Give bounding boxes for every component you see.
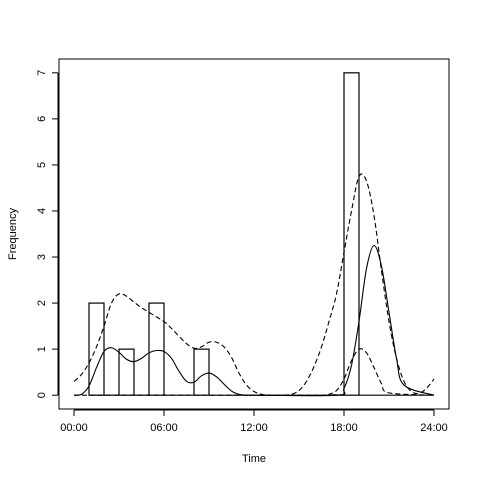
- y-axis: 0 1 2 3 4 5 6 7: [36, 70, 59, 398]
- histogram-bars: [88, 72, 434, 396]
- x-tick-label: 18:00: [330, 422, 358, 434]
- y-tick-label: 7: [36, 70, 48, 76]
- y-tick-label: 5: [36, 162, 48, 168]
- x-axis: 00:00 06:00 12:00 18:00 24:00: [60, 409, 448, 434]
- x-tick-label: 06:00: [150, 422, 178, 434]
- x-axis-label: Time: [242, 453, 266, 465]
- density-curve-3: [73, 348, 435, 396]
- y-tick-label: 0: [36, 392, 48, 398]
- histogram-bar: [118, 348, 135, 396]
- histogram-bar: [343, 72, 360, 396]
- y-tick-label: 6: [36, 116, 48, 122]
- y-axis-label: Frequency: [7, 208, 19, 260]
- x-tick-label: 12:00: [240, 422, 268, 434]
- y-tick-label: 2: [36, 300, 48, 306]
- density-curves: [73, 173, 435, 397]
- y-tick-label: 3: [36, 254, 48, 260]
- x-tick-label: 00:00: [60, 422, 88, 434]
- y-tick-label: 4: [36, 208, 48, 214]
- histogram-bar: [88, 302, 105, 396]
- histogram-bar: [193, 348, 210, 396]
- x-tick-label: 24:00: [420, 422, 448, 434]
- density-curve-1: [73, 244, 435, 397]
- density-curve-2: [73, 173, 435, 396]
- y-tick-label: 1: [36, 346, 48, 352]
- plot-frame: [58, 58, 450, 410]
